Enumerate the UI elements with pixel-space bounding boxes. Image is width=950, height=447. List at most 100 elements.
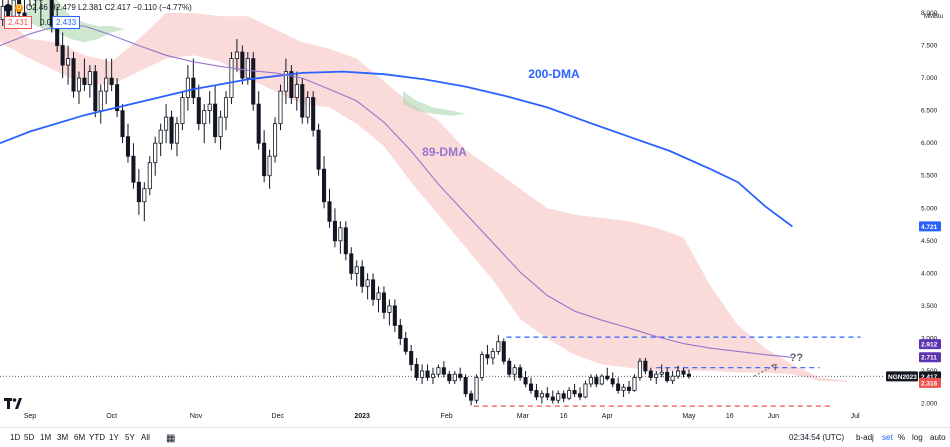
x-tick-label: Jun [768, 413, 779, 420]
x-tick-label: Mar [517, 413, 530, 420]
candle-body [289, 71, 294, 99]
candle-body [202, 110, 207, 125]
y-tick-label: 5.500 [921, 173, 938, 180]
candle [66, 45, 71, 85]
candle-body [136, 181, 141, 203]
candle [104, 58, 109, 105]
candle [185, 65, 190, 111]
clock-time[interactable]: 02:34:54 (UTC) [789, 433, 845, 442]
y-tick-label: 4.000 [921, 270, 938, 277]
candle [501, 338, 506, 365]
candle-body [98, 90, 103, 112]
x-tick-label: Nov [190, 413, 203, 420]
candle-body [169, 116, 174, 144]
candle-body [229, 58, 234, 99]
candle-body [332, 220, 337, 242]
candle [670, 370, 675, 384]
button-log[interactable]: log [912, 433, 923, 442]
candle-body [251, 58, 256, 105]
candle [38, 0, 43, 27]
candle [469, 390, 474, 406]
range-1y[interactable]: 1Y [109, 433, 119, 442]
candle-body [420, 370, 425, 378]
candle [474, 374, 479, 404]
candle-body [556, 393, 561, 401]
range-5y[interactable]: 5Y [125, 433, 135, 442]
price-chart[interactable]: 200-DMA 89-DMA?? Sep Oct Nov Dec 2023 Feb Mar 16… [0, 0, 950, 427]
candle-body [218, 116, 223, 138]
range-5d[interactable]: 5D [24, 433, 35, 442]
y-tick-label: 5.000 [921, 205, 938, 212]
candle [654, 370, 659, 384]
candle [131, 143, 136, 189]
range-ytd[interactable]: YTD [89, 433, 105, 442]
button-set[interactable]: set [882, 433, 893, 442]
candle [621, 383, 626, 397]
candle [332, 208, 337, 248]
candle [82, 58, 87, 92]
candle [251, 52, 256, 111]
candle [528, 377, 534, 394]
candle-body [398, 324, 403, 339]
candle-body [550, 396, 555, 401]
candle [71, 52, 76, 98]
candle [665, 367, 670, 383]
candle-body [518, 367, 523, 378]
range-all[interactable]: All [141, 433, 150, 442]
candle-body [164, 116, 169, 131]
price-tag [919, 352, 941, 363]
candle [338, 221, 343, 254]
price-tag-label: 2.711 [921, 355, 937, 362]
button-auto[interactable]: auto [930, 433, 946, 442]
candle-body [490, 351, 495, 359]
candle [164, 104, 169, 144]
candle [567, 387, 572, 401]
candle-body [311, 97, 316, 131]
candle [213, 84, 218, 144]
ohlc-values: O2.46 H2.479 L2.381 C2.417 −0.110 (−4.77… [26, 3, 192, 12]
range-6m[interactable]: 6M [74, 433, 86, 442]
candle-body [349, 253, 354, 274]
candle-body [387, 305, 392, 313]
candle [637, 357, 642, 381]
candle-body [452, 373, 457, 382]
candle-body [147, 162, 152, 190]
candle-body [447, 373, 452, 382]
candle-body [327, 201, 332, 222]
calendar-icon[interactable]: ▦ [166, 433, 176, 444]
x-tick-label: 16 [726, 413, 734, 420]
candle [153, 136, 158, 176]
candle [256, 91, 261, 150]
button-percent[interactable]: % [898, 433, 906, 442]
candle-body [213, 103, 218, 138]
candle-body [479, 354, 485, 378]
range-1d[interactable]: 1D [10, 433, 21, 442]
question-annotation: ?? [790, 352, 804, 364]
candle [577, 387, 583, 401]
tv-logo-icon [4, 398, 22, 409]
candle [278, 84, 283, 131]
range-1m[interactable]: 1M [40, 433, 52, 442]
candle [87, 65, 92, 98]
y-unit-label: MMBtu [924, 14, 943, 20]
candle-body [626, 386, 632, 391]
candle [316, 123, 321, 176]
candle [485, 344, 490, 365]
candle [545, 387, 550, 401]
price-tag-label: NGN2023 [888, 374, 917, 381]
sell-price-box[interactable]: 2.431 [4, 16, 33, 29]
range-3m[interactable]: 3M [57, 433, 69, 442]
candle [218, 110, 223, 150]
candle [196, 84, 201, 131]
candle-body [283, 71, 288, 92]
candle-body [272, 123, 278, 157]
candle-body [648, 370, 653, 378]
candle-body [496, 341, 501, 352]
candle [496, 335, 501, 355]
candle-body [665, 371, 670, 382]
price-tag-label: 2.417 [921, 374, 938, 381]
button-b-adj[interactable]: b-adj [856, 433, 874, 442]
buy-price-box[interactable]: 2.433 [52, 16, 81, 29]
candle [327, 188, 332, 228]
